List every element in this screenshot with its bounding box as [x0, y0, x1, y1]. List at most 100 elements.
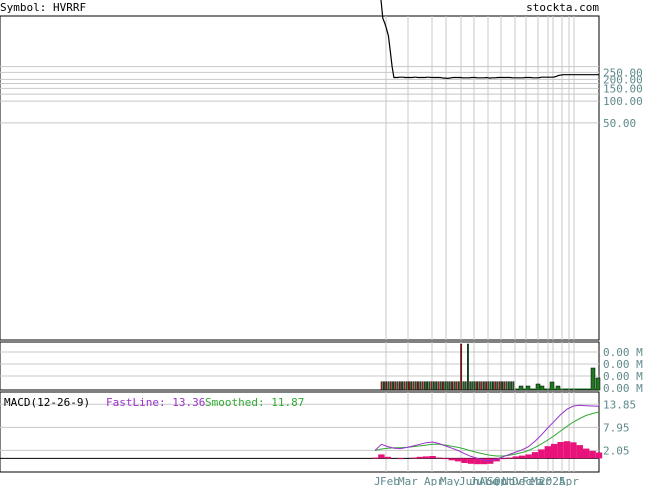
- price-tick-label: 200.00: [603, 73, 643, 86]
- x-tick-label: Apr: [559, 475, 579, 486]
- volume-bar: [476, 381, 478, 391]
- volume-bar: [455, 381, 458, 391]
- volume-bar: [494, 381, 497, 391]
- volume-bar: [518, 385, 524, 391]
- volume-bar: [453, 381, 456, 391]
- volume-bar: [539, 385, 545, 391]
- volume-bar: [512, 381, 515, 391]
- macd-hist-bar: [595, 452, 603, 459]
- price-tick-label: 150.00: [603, 82, 643, 95]
- price-tick-label: 50.00: [603, 117, 636, 130]
- macd-hist-bar: [531, 452, 539, 459]
- x-tick-label: J: [374, 475, 381, 486]
- volume-bar: [417, 381, 419, 391]
- volume-bar: [492, 381, 494, 391]
- macd-tick-label: 13.85: [603, 398, 636, 411]
- volume-bar: [471, 381, 474, 391]
- volume-bar: [439, 381, 442, 391]
- volume-bar: [460, 343, 463, 391]
- volume-bar: [419, 381, 422, 391]
- volume-bar: [467, 343, 469, 391]
- volume-bar: [525, 385, 531, 391]
- macd-hist-bar: [474, 458, 481, 465]
- volume-bar: [489, 381, 492, 391]
- macd-hist-bar: [519, 455, 526, 459]
- volume-bar: [448, 381, 451, 391]
- volume-bar: [469, 381, 472, 391]
- x-tick-label: Mar: [531, 475, 551, 486]
- volume-bar: [464, 381, 467, 391]
- volume-bar: [383, 381, 385, 391]
- volume-bar: [414, 381, 417, 391]
- price-tick-label: 100.00: [603, 95, 643, 108]
- volume-bar: [462, 381, 465, 391]
- volume-bar: [398, 381, 401, 391]
- macd-hist-bar: [506, 457, 513, 459]
- volume-bar: [410, 381, 413, 391]
- volume-bar: [401, 381, 403, 391]
- volume-bar: [421, 381, 424, 391]
- volume-tick-label: 0.00 M: [603, 370, 643, 383]
- macd-hist-bar: [589, 450, 596, 459]
- volume-bar: [482, 381, 485, 391]
- volume-bar: [473, 381, 476, 391]
- volume-tick-label: 0.00 M: [603, 358, 643, 371]
- macd-hist-bar: [429, 456, 436, 459]
- macd-hist-bar: [480, 458, 487, 465]
- macd-hist-bar: [410, 457, 417, 459]
- volume-bar: [487, 381, 490, 391]
- price-tick-label: 250.00: [603, 66, 643, 79]
- x-tick-label: Feb: [380, 475, 400, 486]
- x-tick-label: Dec: [512, 475, 532, 486]
- x-tick-label: Feb: [522, 475, 542, 486]
- macd-smoothed-label: Smoothed: 11.87: [205, 396, 304, 409]
- volume-bar: [480, 381, 483, 391]
- volume-bar: [507, 381, 510, 391]
- macd-hist-bar: [461, 458, 468, 463]
- volume-bar: [496, 381, 499, 391]
- volume-bar: [442, 381, 444, 391]
- volume-bar: [444, 381, 447, 391]
- volume-bar: [555, 385, 561, 391]
- macd-hist-bar: [538, 449, 545, 459]
- volume-bar: [394, 381, 397, 391]
- volume-bar: [446, 381, 449, 391]
- volume-bar: [392, 381, 394, 391]
- macd-hist-bar: [378, 454, 385, 459]
- macd-hist-bar: [455, 458, 462, 462]
- macd-hist-bar: [557, 442, 564, 459]
- volume-tick-label: 0.00 M: [603, 382, 643, 395]
- x-tick-label: 2025: [539, 475, 566, 486]
- volume-bar: [428, 381, 431, 391]
- macd-hist-bar: [423, 456, 430, 459]
- volume-bar: [498, 381, 501, 391]
- volume-bar: [451, 381, 453, 391]
- volume-tick-label: 0.00 M: [603, 346, 643, 359]
- volume-bar: [387, 381, 390, 391]
- macd-hist-bar: [493, 458, 500, 462]
- volume-bar: [396, 381, 399, 391]
- volume-bar: [380, 381, 383, 391]
- site-label: stockta.com: [526, 1, 599, 14]
- macd-hist-bar: [371, 457, 379, 459]
- macd-hist-bar: [499, 458, 507, 460]
- volume-bar: [590, 367, 596, 391]
- macd-hist-bar: [442, 458, 449, 460]
- macd-fast-line: [374, 404, 600, 462]
- macd-hist-bar: [544, 446, 551, 459]
- volume-bar: [501, 381, 503, 391]
- volume-bar: [595, 377, 601, 391]
- volume-bar: [389, 381, 392, 391]
- x-tick-label: May: [440, 475, 460, 486]
- macd-panel: 13.85 7.95 2.05 MACD(12-26-9) FastLine: 13.3…: [0, 391, 636, 473]
- volume-bar: [385, 381, 388, 391]
- x-tick-label: Apr: [424, 475, 444, 486]
- macd-hist-bar: [551, 443, 558, 459]
- volume-bar: [408, 381, 410, 391]
- volume-bar: [435, 381, 438, 391]
- x-tick-label: Jul: [470, 475, 490, 486]
- volume-bar: [549, 381, 555, 391]
- macd-hist-bar: [576, 445, 583, 459]
